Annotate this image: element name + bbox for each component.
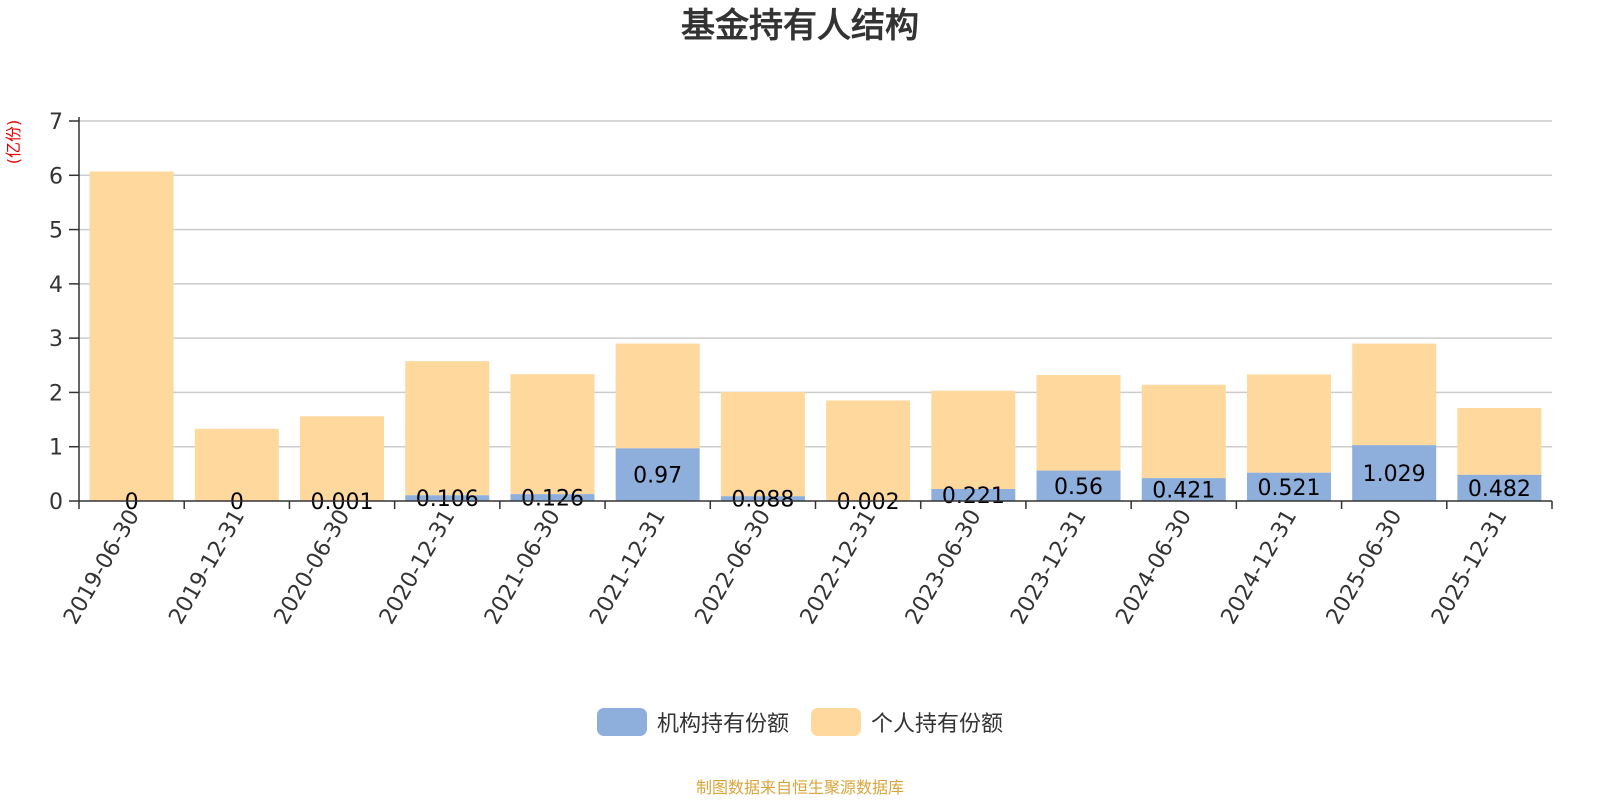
bar-value-label: 0 [230,490,244,515]
bar-institutional [720,496,805,501]
x-tick-label: 2024-12-31 [1217,506,1303,629]
bar-layer [89,171,1542,501]
bar-individual [931,390,1016,490]
bar-value-label: 0.221 [942,484,1005,509]
bar-value-label: 0.97 [633,464,682,489]
bar-individual [1457,408,1542,475]
bar-institutional [615,448,700,501]
bar-value-label: 0.001 [311,490,374,515]
bar-individual [826,400,911,501]
y-tick-label: 2 [49,381,63,406]
x-tick-label: 2025-12-31 [1427,506,1513,629]
data-source-note: 制图数据来自恒生聚源数据库 [695,778,904,797]
legend-item-institutional[interactable]: 机构持有份额 [596,706,789,738]
bar-value-label: 0.482 [1468,477,1531,502]
bar-value-label: 0.002 [837,490,900,515]
bar-institutional [1246,472,1331,501]
bar-individual [300,416,385,501]
x-tick-label: 2022-12-31 [796,506,882,629]
x-tick-label: 2024-06-30 [1111,506,1197,629]
x-tick-label: 2020-12-31 [375,506,461,629]
bar-individual [194,428,279,501]
bar-individual [720,391,805,497]
bar-individual [1352,343,1437,446]
bar-value-label: 0.106 [416,487,479,512]
bar-institutional [1352,445,1437,501]
legend-swatch-institutional [596,708,647,736]
bar-institutional [405,495,490,501]
grid-lines [79,120,1552,448]
x-tick-label: 2019-06-30 [59,506,145,629]
x-tick-label: 2025-06-30 [1322,506,1408,629]
y-tick-label: 3 [49,327,63,352]
bar-value-label: 0.126 [521,487,584,512]
bar-individual [405,361,490,496]
bar-value-label: 0.56 [1054,475,1103,500]
y-tick-label: 5 [49,219,63,244]
x-tick-label: 2023-06-30 [901,506,987,629]
x-tick-label: 2020-06-30 [270,506,356,629]
x-tick-label: 2021-06-30 [480,506,566,629]
x-tick-label: 2021-12-31 [585,506,671,629]
bar-institutional [510,494,595,501]
bar-value-label: 0.421 [1152,479,1215,504]
bar-individual [1036,375,1121,471]
x-tick-label: 2023-12-31 [1006,506,1092,629]
bar-value-label: 0 [125,490,139,515]
y-tick-label: 4 [49,273,63,298]
bar-value-label: 0.088 [731,488,794,513]
legend-item-individual[interactable]: 个人持有份额 [811,706,1003,738]
legend: 机构持有份额 个人持有份额 [0,706,1600,738]
legend-swatch-individual [811,708,861,736]
bar-institutional [1457,474,1542,501]
bar-individual [1246,374,1331,473]
data-labels: 0 0 0.001 0.106 0.126 0.97 0.088 0.002 0.221 0.56… [125,462,1531,515]
bar-institutional [931,489,1016,501]
bar-value-label: 0.521 [1257,476,1320,501]
legend-label-institutional: 机构持有份额 [656,712,789,737]
y-tick-label: 6 [49,164,63,189]
chart-title: 基金持有人结构 [681,6,919,46]
bar-institutional [1141,478,1226,501]
y-tick-label: 7 [49,110,63,135]
bar-individual [89,171,174,501]
y-axis-unit-label: (亿份) [4,120,23,165]
y-tick-label: 1 [49,436,63,461]
y-tick-label: 0 [49,490,63,515]
bar-individual [1141,384,1226,479]
bar-individual [510,374,595,495]
bar-individual [615,343,700,449]
bar-value-label: 1.029 [1363,462,1426,487]
bar-institutional [1036,470,1121,501]
x-tick-label: 2022-06-30 [691,506,777,629]
legend-label-individual: 个人持有份额 [871,712,1004,737]
x-tick-label: 2019-12-31 [164,506,250,629]
